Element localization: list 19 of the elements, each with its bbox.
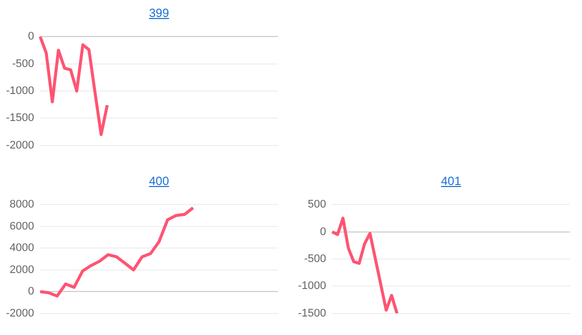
y-tick-label: 8000 <box>10 198 34 211</box>
y-tick-label: 4000 <box>10 242 34 254</box>
y-tick-label: -2000 <box>6 139 34 152</box>
y-tick-label: 0 <box>28 286 34 298</box>
chart-title: 400 <box>148 173 170 190</box>
y-tick-label: -1000 <box>298 280 326 292</box>
y-tick-label: -1000 <box>6 85 34 98</box>
y-tick-label: 500 <box>308 198 326 211</box>
y-tick-label: -500 <box>304 253 326 266</box>
y-tick-label: 6000 <box>10 220 34 232</box>
y-tick-label: -2000 <box>6 307 34 320</box>
y-tick-label: -1500 <box>298 307 326 320</box>
y-tick-label: 2000 <box>10 264 34 276</box>
y-tick-label: 0 <box>320 226 326 238</box>
y-tick-label: -1500 <box>6 112 34 124</box>
y-tick-label: 0 <box>28 30 34 43</box>
y-tick-label: -500 <box>12 58 34 70</box>
chart-title: 401 <box>440 173 462 190</box>
chart-title: 399 <box>148 5 170 22</box>
